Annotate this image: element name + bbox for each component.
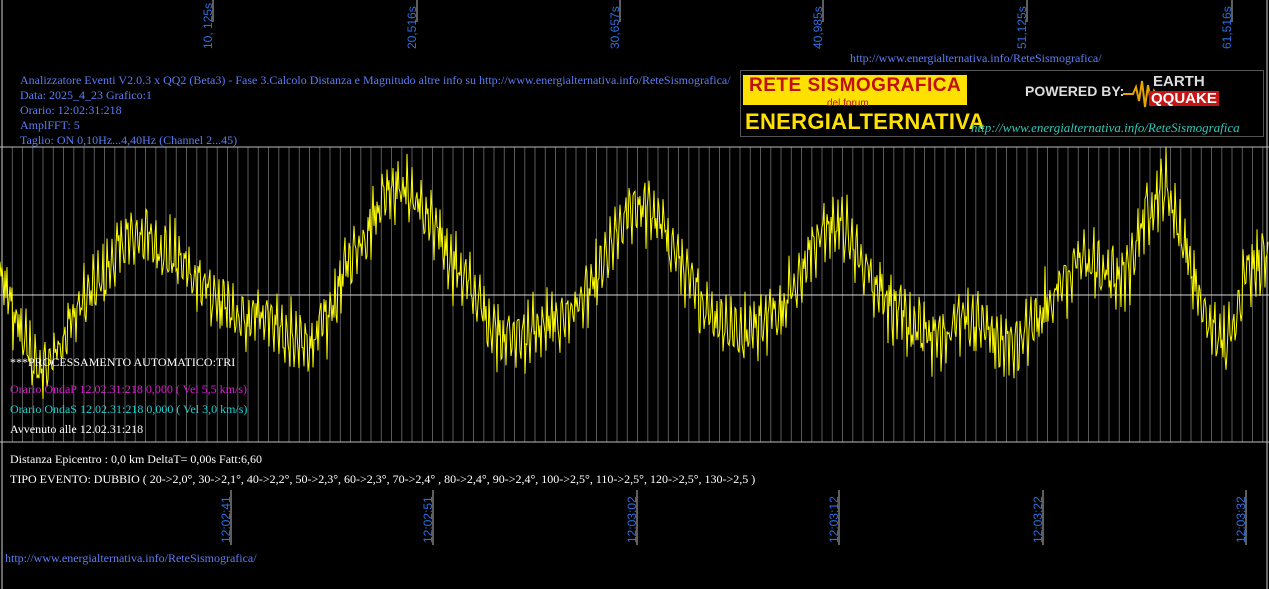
logo-subtitle: del forum: [827, 98, 869, 109]
top-tick-label: 20,516s: [405, 6, 419, 49]
bottom-tick-label: 12:03:22: [1031, 496, 1045, 543]
logo-title: RETE SISMOGRAFICA: [749, 75, 962, 96]
top-tick-label: 10, 125s: [201, 2, 215, 49]
logo-powered-by: POWERED BY:: [1025, 83, 1125, 99]
header-line-1: Analizzatore Eventi V2.0.3 x QQ2 (Beta3)…: [20, 73, 731, 87]
rete-sismografica-logo[interactable]: RETE SISMOGRAFICA del forum ENERGIALTERN…: [740, 70, 1264, 137]
logo-forum-name: ENERGIALTERNATIVA: [745, 109, 985, 134]
bottom-tick-label: 12:03:02: [625, 496, 639, 543]
event-type: TIPO EVENTO: DUBBIO ( 20->2,0°, 30->2,1°…: [10, 472, 756, 486]
header-date: Data: 2025_4_23 Grafico:1: [20, 88, 152, 102]
axis-ticks: [212, 0, 1247, 545]
processing-mode: ***PROCESSAMENTO AUTOMATICO:TRI: [10, 355, 236, 369]
bottom-url[interactable]: http://www.energialternativa.info/ReteSi…: [5, 551, 257, 565]
bottom-tick-label: 12:02:41: [219, 496, 233, 543]
bottom-tick-label: 12:03:32: [1234, 496, 1248, 543]
bottom-tick-label: 12:02:51: [421, 496, 435, 543]
onda-p-time: Orario OndaP 12.02.31:218 0,000 ( Vel 5,…: [10, 382, 247, 396]
event-time: Avvenuto alle 12.02.31:218: [10, 422, 144, 436]
top-tick-label: 30,657s: [608, 6, 622, 49]
header-amplfft: AmplFFT: 5: [20, 118, 80, 132]
logo-brand-earth: EARTH: [1153, 73, 1205, 90]
top-tick-label: 40,985s: [811, 6, 825, 49]
header-time: Orario: 12:02:31:218: [20, 103, 122, 117]
bottom-tick-label: 12:03:12: [827, 496, 841, 543]
seismic-trace-line: [0, 147, 1269, 399]
logo-brand-qquake: QQUAKE: [1149, 90, 1219, 107]
top-tick-label: 61,516s: [1220, 6, 1234, 49]
logo-url[interactable]: http://www.energialternativa.info/ReteSi…: [971, 120, 1240, 135]
header-filter: Taglio: ON 0,10Hz...4,40Hz (Channel 2...…: [20, 133, 238, 147]
logo-yellow-band: [743, 75, 967, 105]
epicenter-distance: Distanza Epicentro : 0,0 km DeltaT= 0,00…: [10, 452, 263, 466]
onda-s-time: Orario OndaS 12.02.31:218 0,000 ( Vel 3,…: [10, 402, 248, 416]
top-url[interactable]: http://www.energialternativa.info/ReteSi…: [850, 51, 1102, 65]
top-tick-label: 51,125s: [1015, 6, 1029, 49]
